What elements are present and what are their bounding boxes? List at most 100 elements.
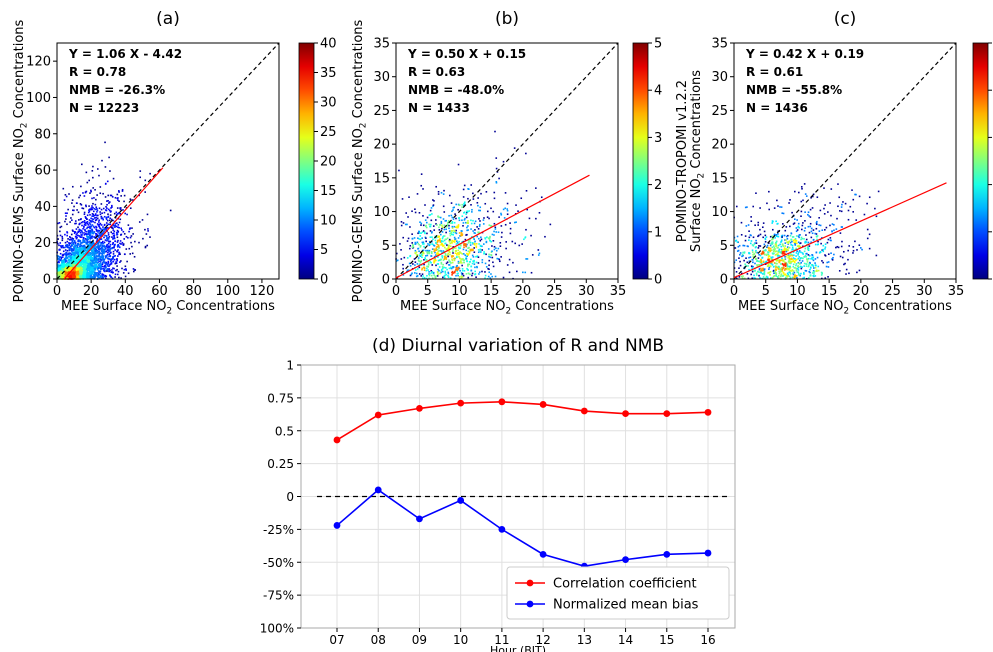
- density-point: [79, 272, 82, 274]
- density-point: [144, 228, 146, 231]
- density-point: [79, 256, 82, 259]
- density-point: [446, 244, 448, 246]
- density-point: [463, 244, 465, 247]
- density-point: [500, 256, 502, 258]
- density-point: [103, 215, 106, 218]
- density-point: [500, 212, 502, 215]
- density-point: [115, 269, 117, 272]
- density-point: [105, 227, 108, 229]
- density-point: [427, 243, 429, 245]
- density-point: [493, 248, 496, 251]
- density-point: [535, 187, 537, 189]
- density-point: [474, 232, 476, 234]
- density-point: [460, 260, 462, 262]
- density-point: [85, 256, 87, 259]
- density-point: [462, 196, 465, 198]
- density-point: [505, 241, 507, 243]
- density-point: [419, 261, 422, 263]
- colorbar-tick-label: 20: [320, 155, 337, 170]
- density-point: [452, 218, 455, 220]
- density-point: [57, 258, 59, 260]
- density-point: [105, 261, 108, 264]
- density-point: [420, 264, 423, 266]
- density-point: [467, 242, 470, 244]
- density-point: [77, 270, 80, 273]
- density-point: [126, 260, 128, 263]
- density-point: [76, 275, 78, 278]
- density-point: [95, 252, 98, 254]
- density-point: [432, 199, 434, 201]
- density-point: [107, 234, 110, 236]
- density-point: [408, 247, 411, 250]
- density-point: [62, 267, 65, 269]
- colorbar-tick-label: 0: [654, 273, 662, 288]
- density-point: [86, 236, 89, 238]
- density-point: [437, 255, 439, 258]
- density-point: [97, 229, 99, 232]
- density-point: [514, 242, 517, 245]
- density-point: [463, 243, 466, 245]
- density-point: [461, 253, 464, 255]
- density-point: [445, 258, 448, 260]
- density-point: [84, 252, 86, 255]
- density-point: [106, 247, 109, 249]
- density-point: [78, 259, 81, 261]
- density-point: [92, 240, 94, 243]
- density-point: [62, 260, 65, 262]
- density-point: [85, 251, 88, 254]
- density-point: [113, 230, 116, 233]
- density-point: [60, 257, 63, 260]
- density-point: [114, 249, 117, 251]
- density-point: [101, 159, 103, 162]
- density-point: [118, 276, 120, 279]
- density-point: [73, 261, 76, 264]
- density-point: [406, 269, 409, 272]
- density-point: [74, 242, 77, 245]
- density-point: [420, 254, 422, 257]
- density-point: [530, 271, 533, 274]
- density-point: [100, 275, 103, 278]
- density-point: [116, 233, 119, 236]
- density-point: [145, 233, 148, 235]
- density-point: [426, 216, 429, 219]
- density-point: [117, 270, 120, 273]
- density-point: [447, 221, 449, 224]
- density-point: [451, 272, 454, 274]
- density-point: [792, 270, 795, 272]
- density-point: [473, 251, 476, 254]
- y-tick-label: 30: [373, 70, 390, 85]
- density-point: [440, 242, 443, 245]
- density-point: [87, 246, 90, 248]
- density-point: [107, 245, 110, 248]
- density-point: [129, 236, 132, 239]
- density-point: [107, 251, 109, 254]
- density-point: [83, 246, 86, 249]
- density-point: [107, 250, 110, 252]
- density-point: [81, 241, 84, 244]
- density-point: [451, 227, 454, 229]
- density-point: [61, 256, 64, 258]
- density-point: [433, 274, 435, 277]
- density-point: [463, 204, 466, 206]
- density-point: [441, 231, 444, 233]
- density-point: [461, 276, 464, 278]
- density-point: [79, 266, 82, 269]
- density-point: [461, 272, 464, 275]
- density-point: [109, 194, 112, 197]
- density-point: [123, 238, 125, 240]
- density-point: [430, 219, 433, 222]
- density-point: [449, 245, 452, 248]
- density-point: [91, 224, 94, 226]
- density-point: [116, 222, 118, 225]
- density-point: [464, 221, 467, 224]
- density-point: [497, 231, 500, 234]
- density-point: [481, 259, 484, 261]
- density-point: [466, 243, 468, 246]
- density-point: [118, 212, 120, 214]
- density-point: [463, 202, 466, 205]
- density-point: [72, 238, 74, 241]
- density-point: [515, 221, 517, 223]
- density-point: [404, 223, 407, 226]
- density-point: [477, 237, 480, 240]
- density-point: [91, 258, 94, 260]
